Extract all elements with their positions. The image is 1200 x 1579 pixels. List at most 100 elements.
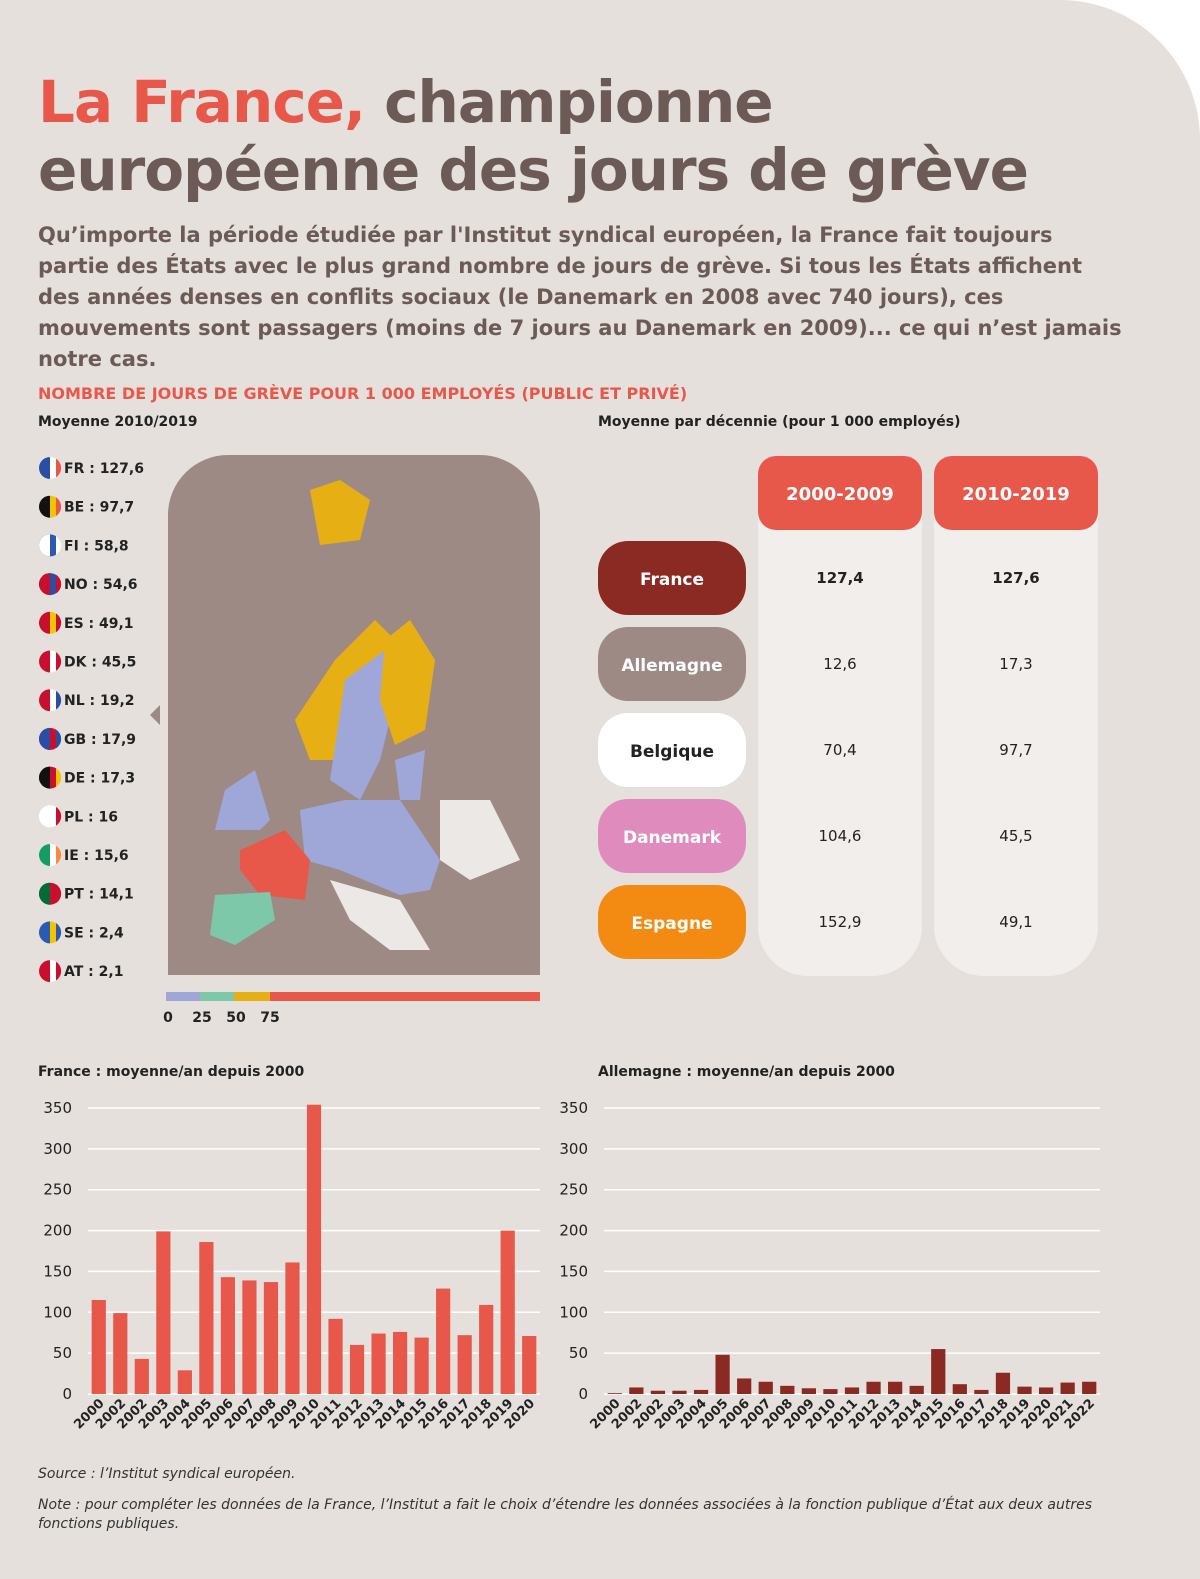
chart-title: France : moyenne/an depuis 2000 (38, 1064, 305, 1080)
title: La France, championne (38, 68, 774, 136)
map-subtitle: Moyenne 2010/2019 (38, 414, 198, 430)
row-label: Allemagne (621, 656, 722, 676)
bar (693, 1389, 709, 1394)
cell: 70,4 (823, 741, 856, 759)
flag (56, 845, 62, 865)
bar (737, 1378, 752, 1394)
flag (56, 884, 62, 903)
flag (39, 457, 50, 479)
bar (801, 1388, 816, 1394)
bar (715, 1354, 730, 1394)
note: Note : pour compléter les données de la … (38, 1497, 1092, 1532)
bar (414, 1337, 429, 1394)
bar (349, 1344, 365, 1394)
title-highlight: La France, (38, 68, 366, 136)
legend-entry: NO : 54,6 (64, 577, 138, 593)
legend-entry: FR : 127,6 (64, 461, 144, 477)
bar (780, 1385, 795, 1394)
y-tick-label: 150 (559, 1262, 588, 1280)
bar (113, 1313, 128, 1394)
flag (39, 882, 50, 905)
row-label: Belgique (630, 742, 714, 762)
bar (392, 1331, 408, 1394)
bar (220, 1277, 236, 1394)
legend-entry: GB : 17,9 (64, 732, 136, 748)
cell: 127,4 (816, 569, 863, 587)
cell: 45,5 (999, 827, 1032, 845)
column-card (758, 456, 922, 976)
legend-entry: IE : 15,6 (64, 848, 129, 864)
row-pill (598, 799, 746, 873)
bar (199, 1242, 214, 1394)
row-pill (598, 541, 746, 615)
flag (56, 536, 62, 555)
intro: Qu’importe la période étudiée par l'Inst… (38, 223, 1122, 371)
scale-label: 0 (163, 1010, 173, 1026)
column-header-label: 2000-2009 (786, 484, 894, 505)
y-tick-label: 100 (43, 1303, 72, 1321)
flag (56, 690, 62, 710)
bar (1082, 1381, 1097, 1394)
flag (39, 766, 50, 789)
flag (39, 534, 50, 557)
y-tick-label: 0 (62, 1385, 72, 1403)
cell: 127,6 (992, 569, 1039, 587)
title-rest: championne (364, 68, 773, 136)
bar (672, 1390, 687, 1394)
table-subtitle: Moyenne par décennie (pour 1 000 employé… (598, 414, 961, 430)
bar (952, 1384, 967, 1394)
bar (500, 1230, 515, 1394)
flag (39, 805, 50, 828)
bar (285, 1262, 300, 1394)
cell: 104,6 (819, 827, 862, 845)
flag (56, 768, 62, 787)
bar (909, 1385, 924, 1394)
y-tick-label: 300 (43, 1140, 72, 1158)
bar (974, 1389, 989, 1394)
row-pill (598, 713, 746, 787)
cell: 97,7 (999, 741, 1032, 759)
flag (39, 921, 50, 944)
source: Source : l’Institut syndical européen. (38, 1466, 296, 1482)
y-tick-label: 300 (559, 1140, 588, 1158)
row-pill (598, 627, 746, 701)
bar (1038, 1387, 1054, 1394)
bar (263, 1282, 279, 1394)
bar (1017, 1386, 1032, 1394)
flag (56, 458, 62, 478)
y-tick-label: 0 (578, 1385, 588, 1403)
legend-entry: DE : 17,3 (64, 771, 135, 787)
bar (328, 1318, 343, 1394)
flag (56, 923, 62, 942)
y-tick-label: 100 (559, 1303, 588, 1321)
flag (39, 495, 50, 518)
legend-entry: AT : 2,1 (64, 964, 123, 980)
scale-label: 75 (260, 1010, 279, 1026)
map (150, 455, 540, 975)
legend-entry: ES : 49,1 (64, 616, 134, 632)
scale-label: 50 (226, 1010, 246, 1026)
flag (39, 650, 50, 673)
bar (457, 1335, 472, 1394)
flag (39, 844, 50, 866)
bar (629, 1387, 644, 1394)
legend-entry: SE : 2,4 (64, 925, 124, 941)
bar (91, 1300, 106, 1394)
bar (844, 1387, 860, 1394)
y-tick-label: 200 (43, 1222, 72, 1240)
y-tick-label: 150 (43, 1262, 72, 1280)
bar (995, 1372, 1011, 1394)
flag (56, 497, 62, 516)
bar (522, 1335, 537, 1394)
legend-entry: PL : 16 (64, 809, 118, 825)
flag (56, 729, 62, 749)
bar (823, 1389, 838, 1394)
flag (56, 652, 62, 671)
bar (650, 1390, 666, 1394)
cell: 12,6 (823, 655, 856, 673)
legend-entry: PT : 14,1 (64, 887, 134, 903)
section-title: NOMBRE DE JOURS DE GRÈVE POUR 1 000 EMPL… (38, 384, 688, 403)
y-tick-label: 50 (569, 1344, 588, 1362)
bar (888, 1381, 903, 1394)
